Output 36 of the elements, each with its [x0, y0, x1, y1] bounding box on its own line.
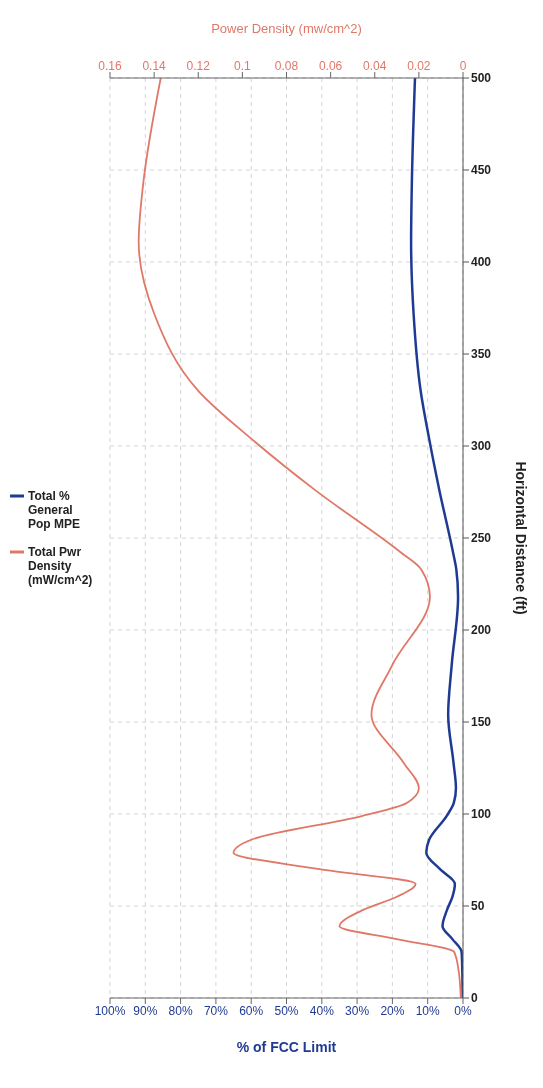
- x2-tick-label: 0.12: [186, 59, 211, 73]
- x-tick-label: 0%: [454, 1003, 472, 1018]
- x2-axis-title: Power Density (mw/cm^2): [211, 21, 362, 37]
- x-tick-label: 40%: [309, 1003, 335, 1018]
- y-tick-label: 100: [471, 807, 492, 822]
- legend-label: Total Pwr Density (mW/cm^2): [28, 545, 93, 587]
- y-tick-label: 200: [471, 623, 492, 638]
- x2-tick-label: 0.1: [234, 59, 252, 73]
- x2-tick-label: 0.02: [407, 59, 431, 73]
- y-tick-label: 350: [471, 347, 492, 362]
- x2-tick-label: 0.08: [274, 59, 299, 73]
- legend-label: Total % General Pop MPE: [28, 489, 81, 531]
- y-tick-label: 0: [471, 991, 478, 1006]
- x-tick-label: 50%: [274, 1003, 299, 1018]
- x-tick-label: 100%: [94, 1003, 126, 1018]
- y-tick-label: 300: [471, 439, 492, 454]
- x-axis-title: % of FCC Limit: [236, 1039, 337, 1055]
- x2-tick-label: 0.04: [363, 59, 387, 73]
- y-axis-title: Horizontal Distance (ft): [513, 461, 530, 615]
- x2-tick-label: 0.16: [98, 59, 122, 73]
- x-tick-label: 70%: [203, 1003, 229, 1018]
- x-tick-label: 80%: [168, 1003, 193, 1018]
- x-tick-label: 30%: [345, 1003, 370, 1018]
- y-tick-label: 150: [471, 715, 492, 730]
- y-tick-label: 250: [471, 531, 492, 546]
- x-tick-label: 20%: [380, 1003, 405, 1018]
- x-tick-label: 10%: [415, 1003, 441, 1018]
- x2-tick-label: 0.06: [318, 59, 343, 73]
- x2-tick-label: 0.14: [142, 59, 167, 73]
- y-tick-label: 400: [471, 255, 492, 270]
- x-tick-label: 60%: [239, 1003, 264, 1018]
- x-tick-label: 90%: [133, 1003, 158, 1018]
- y-tick-label: 50: [471, 899, 485, 914]
- y-tick-label: 450: [471, 163, 492, 178]
- x2-tick-label: 0: [459, 59, 467, 73]
- y-tick-label: 500: [471, 71, 492, 86]
